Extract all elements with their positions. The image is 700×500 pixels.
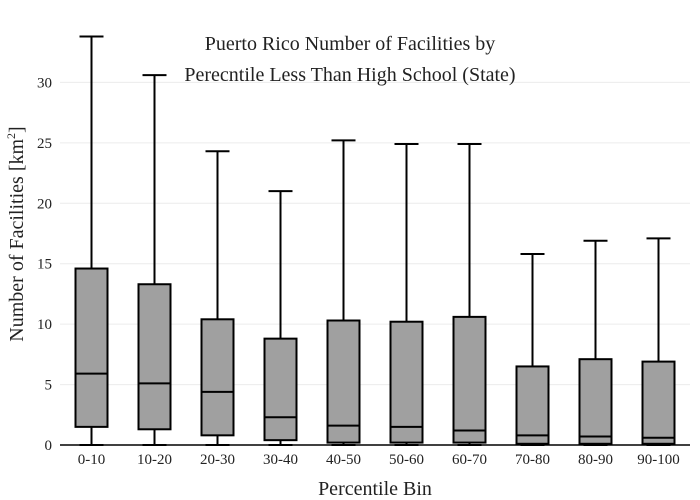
box-80-90 — [578, 239, 613, 446]
y-tick-label-10: 10 — [37, 317, 52, 333]
x-tick-label-40-50: 40-50 — [326, 452, 361, 468]
x-tick-label-30-40: 30-40 — [263, 452, 298, 468]
interquartile-box — [263, 337, 298, 442]
y-axis-title-superscript: 2 — [4, 133, 18, 139]
chart-title-line-2: Perecntile Less Than High School (State) — [184, 64, 515, 86]
x-tick-label-80-90: 80-90 — [578, 452, 613, 468]
y-tick-label-30: 30 — [37, 75, 52, 91]
interquartile-box — [74, 267, 109, 428]
chart-title-line-1: Puerto Rico Number of Facilities by — [205, 33, 496, 55]
box-10-20 — [137, 74, 172, 446]
interquartile-box — [641, 360, 676, 445]
x-tick-label-20-30: 20-30 — [200, 452, 235, 468]
y-axis-title: Number of Facilities [km2] — [4, 126, 28, 341]
y-tick-label-5: 5 — [45, 378, 53, 394]
interquartile-box — [515, 365, 550, 445]
box-40-50 — [326, 139, 361, 446]
interquartile-box — [389, 320, 424, 444]
interquartile-box — [137, 283, 172, 431]
box-30-40 — [263, 190, 298, 446]
interquartile-box — [452, 315, 487, 444]
x-axis-tick-labels: 0-10 10-20 20-30 30-40 40-50 50-60 60-70 70-80 8… — [78, 452, 680, 468]
y-axis-title-main: Number of Facilities [km — [6, 139, 28, 342]
x-tick-label-10-20: 10-20 — [137, 452, 172, 468]
x-axis-title: Percentile Bin — [318, 478, 432, 500]
interquartile-box — [200, 318, 235, 437]
box-50-60 — [389, 143, 424, 446]
x-tick-label-50-60: 50-60 — [389, 452, 424, 468]
box-0-10 — [74, 35, 109, 446]
y-tick-label-15: 15 — [37, 257, 52, 273]
y-axis-tick-labels: 0 5 10 15 20 25 30 — [37, 75, 52, 454]
box-plot-series — [74, 35, 676, 446]
interquartile-box — [578, 358, 613, 445]
x-tick-label-60-70: 60-70 — [452, 452, 487, 468]
box-60-70 — [452, 143, 487, 446]
interquartile-box — [326, 319, 361, 444]
x-tick-label-0-10: 0-10 — [78, 452, 106, 468]
y-tick-label-20: 20 — [37, 196, 52, 212]
y-tick-label-0: 0 — [45, 438, 53, 454]
box-90-100 — [641, 237, 676, 446]
x-tick-label-70-80: 70-80 — [515, 452, 550, 468]
y-tick-label-25: 25 — [37, 136, 52, 152]
x-tick-label-90-100: 90-100 — [637, 452, 680, 468]
y-axis-title-end: ] — [6, 126, 28, 133]
box-20-30 — [200, 150, 235, 446]
box-70-80 — [515, 253, 550, 446]
